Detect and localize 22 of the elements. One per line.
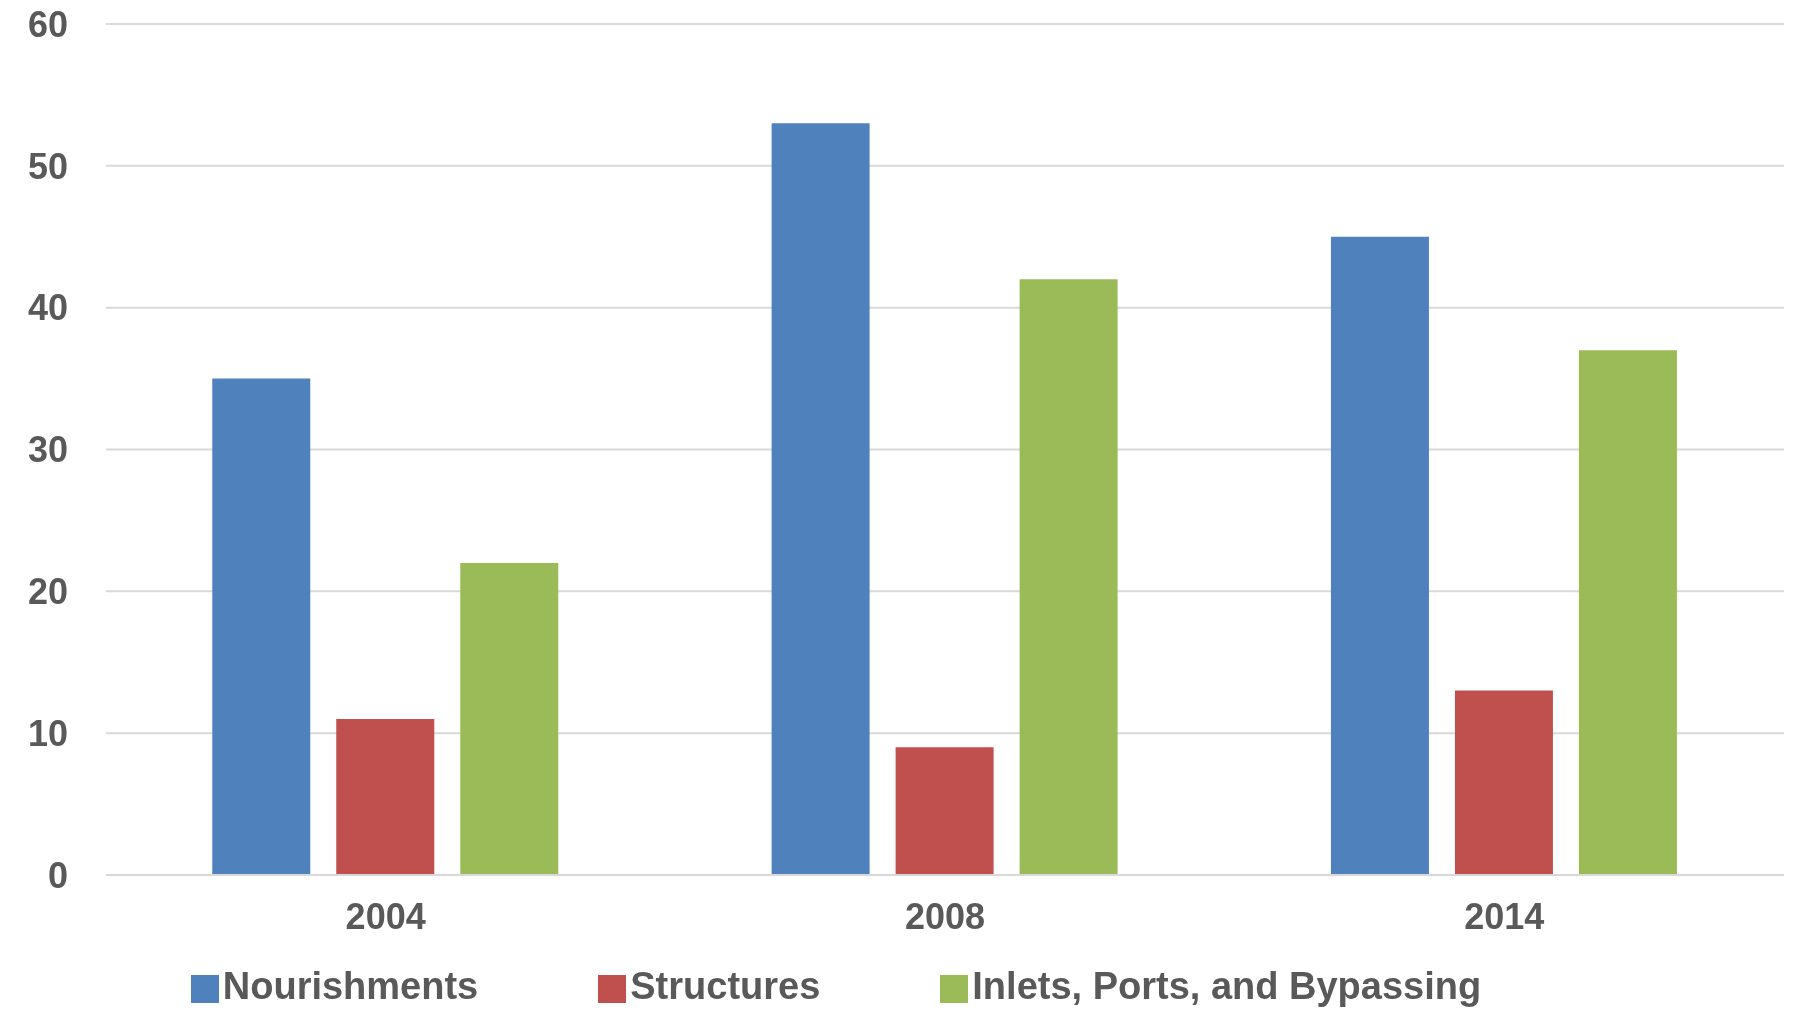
legend-label: Structures: [630, 965, 821, 1007]
y-tick-label: 30: [27, 429, 68, 471]
bar: [771, 123, 870, 875]
bar: [1330, 236, 1429, 875]
y-tick-label: 20: [27, 571, 68, 613]
bar: [895, 747, 994, 875]
y-tick-label: 50: [27, 145, 68, 187]
y-tick-label: 60: [27, 3, 68, 45]
bar: [1454, 690, 1553, 875]
x-tick-label: 2014: [1464, 895, 1545, 937]
y-tick-label: 10: [27, 712, 68, 754]
bar: [336, 718, 435, 875]
bar: [1578, 350, 1677, 875]
legend-label: Inlets, Ports, and Bypassing: [972, 965, 1482, 1007]
bar: [212, 378, 311, 875]
y-tick-label: 40: [27, 287, 68, 329]
y-tick-label: 0: [47, 854, 68, 896]
x-tick-label: 2004: [345, 895, 426, 937]
bar: [460, 562, 559, 875]
x-tick-label: 2008: [904, 895, 986, 937]
legend-label: Nourishments: [222, 965, 479, 1007]
bar: [1019, 279, 1118, 875]
